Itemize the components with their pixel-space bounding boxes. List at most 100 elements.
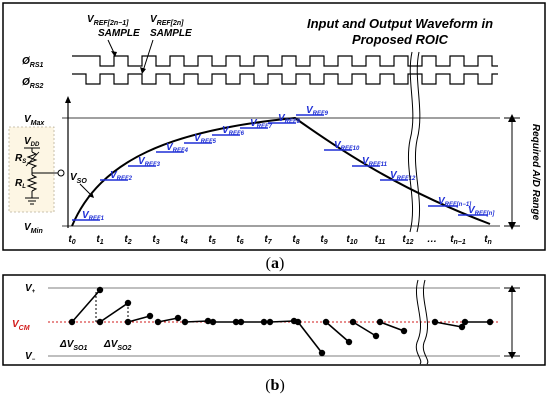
residue-end-dot-6 [260,318,268,326]
residue-segment-2 [127,315,151,323]
residue-dot-0 [68,318,76,326]
residue-end-dot-13 [486,318,494,326]
residue-dot-8 [294,318,302,326]
sample2-label: VREF[2n] [150,14,184,27]
break-mark-right [414,51,421,233]
vref-label-4: VREF4 [166,142,189,154]
tick-label-0: t0 [68,234,75,246]
residue-dot-13 [461,318,469,326]
tick-label-7: t7 [264,234,272,246]
tick-label-12: t12 [402,234,413,246]
vso-curve [71,116,491,227]
panel-a-title-line1: Input and Output Waveform in [307,16,493,31]
rl-resistor [26,174,38,192]
residue-segment-7 [269,320,295,323]
vso-node [57,169,65,177]
residue-dot-5 [209,318,217,326]
vref-steps: VREF1 VREF2 VREF3 VREF4 VREF5 VREF6 VREF7 VREF8… [72,105,495,222]
sample1-word: SAMPLE [98,28,140,39]
b-break-right [422,279,429,365]
tick-label-5: t5 [208,234,215,246]
rs-resistor [26,151,38,169]
residue-end-dot-12 [458,323,466,331]
vdd-label: VDD [24,136,40,148]
vminus-label: V− [25,351,36,363]
vso-label: VSO [70,172,87,185]
vref-label-12: VREF12 [390,170,416,182]
vref-label-5: VREF5 [194,133,217,145]
clock-trace [72,55,498,67]
phi-rs1-label: ØRS1 [22,56,44,69]
residue-end-dot-5 [232,318,240,326]
vref-label-1: VREF1 [82,210,105,222]
tick-label-8: t8 [292,234,299,246]
ad-range-label: Required A/D Range [530,124,541,221]
vref-label-10: VREF10 [334,140,360,152]
rs-variable-arrow [25,151,40,167]
panel-a-title-line2: Proposed ROIC [352,32,449,47]
dvso2-label: ΔVSO2 [103,339,132,352]
sample2-word: SAMPLE [150,28,192,39]
tick-label-10: t10 [346,234,357,246]
residue-dot-1 [96,318,104,326]
tick-label-6: t6 [236,234,243,246]
tick-label-14: tn−1 [450,234,466,246]
break-mark-left [407,51,414,233]
vref-label-11: VREF11 [362,156,388,168]
vplus-label: V+ [25,283,36,295]
residue-end-dot-11 [400,327,408,335]
vref-label-2: VREF2 [110,170,133,182]
caption-b: (b) [265,377,285,394]
vref-label-7: VREF7 [250,118,273,130]
vref-label-9: VREF9 [306,105,329,117]
residue-end-dot-4 [204,317,212,325]
panel-b-frame [2,274,546,366]
rs-label: RS [15,153,26,165]
tick-label-9: t9 [320,234,327,246]
phi-rs1-waveform [72,55,498,67]
tick-label-11: t11 [375,234,386,246]
residue-dot-6 [237,318,245,326]
residue-dot-9 [322,318,330,326]
dvso1-label: ΔVSO1 [59,339,88,352]
vref-label-6: VREF6 [222,125,245,137]
residue-segment-0 [71,289,101,323]
residue-end-dot-9 [345,338,353,346]
time-tick-labels: t0 t1 t2 t3 t4 t5 t6 t7 t8 t9 t10 t11 t12 … tn−1 tn [68,234,491,246]
tick-label-4: t4 [180,234,187,246]
residue-end-dot-10 [372,332,380,340]
vref-label-8: VREF8 [278,113,301,125]
residue-end-dot-3 [174,314,182,322]
residue-segment-1 [99,302,129,323]
tick-label-15: tn [484,234,492,246]
b-break-left [415,279,422,365]
tick-label-3: t3 [152,234,159,246]
residue-segment-4 [184,320,209,323]
y-axis-arrow [65,96,71,103]
residue-dot-12 [431,318,439,326]
residue-end-dot-8 [318,349,326,357]
residue-segment-11 [379,321,405,332]
residue-segment-12 [434,321,463,328]
residue-end-dot-2 [146,312,154,320]
vref-label-14: VREF[n] [468,205,495,217]
residue-dot-4 [181,318,189,326]
tick-label-2: t2 [124,234,131,246]
panel-a-frame [2,2,546,251]
vmax-label: VMax [24,114,45,127]
vref-label-13: VREF[n−1] [438,196,472,208]
residue-end-dot-0 [96,286,104,294]
residue-dot-10 [349,318,357,326]
residue-segment-9 [325,321,350,343]
vref-label-3: VREF3 [138,156,161,168]
phi-rs2-waveform [72,73,498,85]
residue-segment-8 [297,321,323,354]
vmin-label: VMin [24,222,43,235]
phi-rs2-label: ØRS2 [22,77,44,90]
sample2-arrow-head [140,67,146,74]
residue-dot-11 [376,318,384,326]
clock-trace [72,73,498,85]
residue-dot-7 [266,318,274,326]
rl-label: RL [15,178,26,190]
